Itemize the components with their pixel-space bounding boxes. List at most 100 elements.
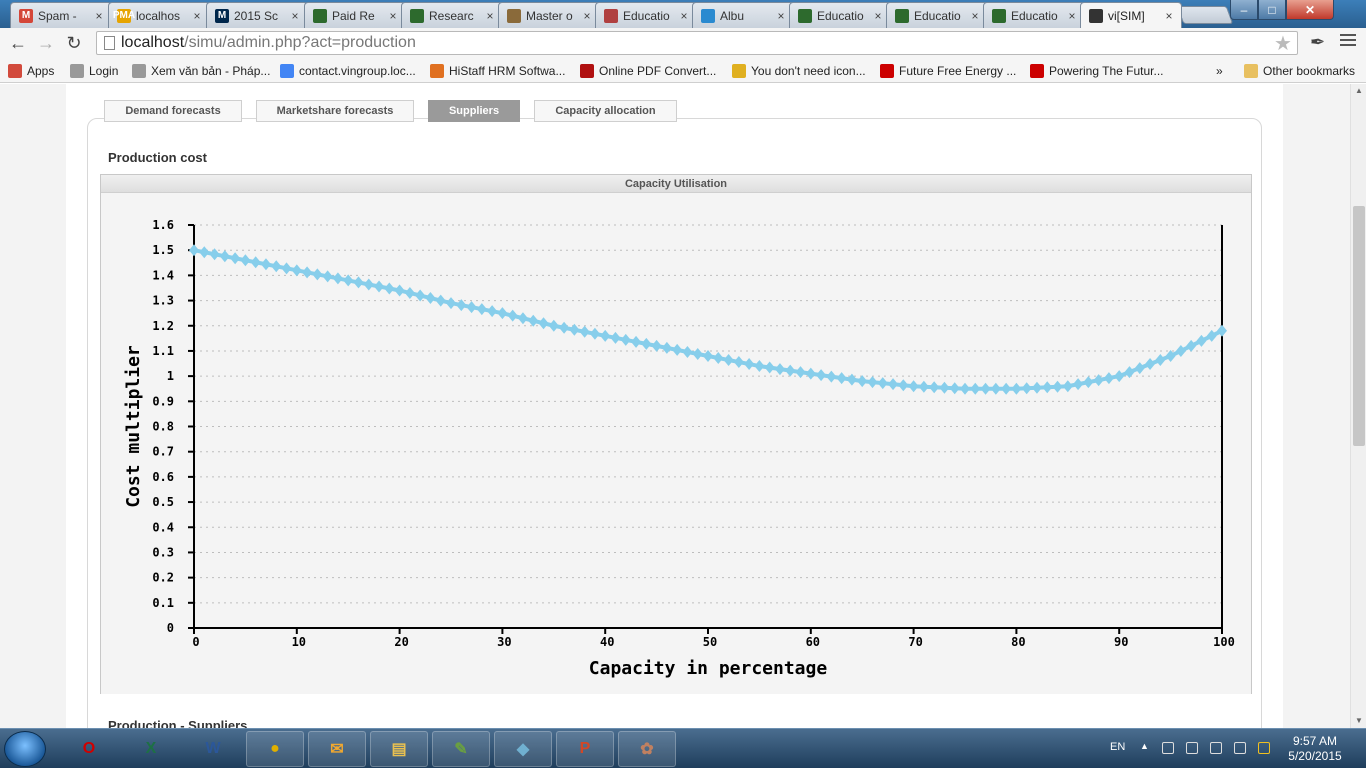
browser-tab[interactable]: Educatio × xyxy=(983,2,1085,28)
tab-close-icon[interactable]: × xyxy=(1165,8,1173,23)
tab-close-icon[interactable]: × xyxy=(1068,8,1076,23)
tab-close-icon[interactable]: × xyxy=(874,8,882,23)
browser-tab[interactable]: Master o × xyxy=(498,2,600,28)
series-marker xyxy=(898,379,909,392)
bookmark-item[interactable]: Xem văn bản - Pháp... xyxy=(132,62,270,80)
browser-tab[interactable]: Albu × xyxy=(692,2,794,28)
series-marker xyxy=(970,382,981,395)
system-clock[interactable]: 9:57 AM 5/20/2015 xyxy=(1284,734,1346,764)
show-hidden-icons-arrow-icon[interactable]: ▲ xyxy=(1140,741,1149,751)
x-tick-label: 80 xyxy=(1011,635,1025,649)
browser-tab[interactable]: M Spam - × xyxy=(10,2,112,28)
forward-arrow-icon[interactable]: → xyxy=(37,33,55,53)
tab-close-icon[interactable]: × xyxy=(971,8,979,23)
series-marker xyxy=(1103,372,1114,385)
bookmark-item[interactable]: Future Free Energy ... xyxy=(880,62,1016,80)
opera-icon[interactable]: O xyxy=(82,740,96,757)
excel-icon[interactable]: X xyxy=(145,740,157,757)
bookmark-label: HiStaff HRM Softwa... xyxy=(449,64,566,78)
capacity-utilisation-chart: 0 0.1 0.2 0.3 0.4 0.5 0.6 0.7 0.8 0.9 1 1.1 1.2 1.3 1.… xyxy=(101,194,1251,694)
eyedropper-extension-icon[interactable]: ✒ xyxy=(1310,32,1326,52)
outlook-icon[interactable]: ✉ xyxy=(308,731,366,767)
series-marker xyxy=(302,266,313,279)
check-icon xyxy=(430,64,444,78)
tab-close-icon[interactable]: × xyxy=(389,8,397,23)
michigan-icon: M xyxy=(215,8,229,23)
back-arrow-icon[interactable]: ← xyxy=(9,33,27,53)
bookmark-item[interactable]: HiStaff HRM Softwa... xyxy=(430,62,565,80)
y-tick-label: 0.1 xyxy=(152,596,174,610)
series-marker xyxy=(816,369,827,382)
close-window-button[interactable]: ✕ xyxy=(1286,0,1334,20)
chrome-icon[interactable]: ● xyxy=(246,731,304,767)
tab-close-icon[interactable]: × xyxy=(583,8,591,23)
y-tick-label: 1.4 xyxy=(152,268,174,282)
series-marker xyxy=(795,366,806,379)
windows-taskbar: O X W ● ✉ ▤ ✎ ◆ P ✿ EN ▲ 9:57 AM 5/20/2015 xyxy=(0,728,1366,768)
tab-close-icon[interactable]: × xyxy=(193,8,201,23)
tab-suppliers[interactable]: Suppliers xyxy=(428,100,520,122)
scroll-thumb[interactable] xyxy=(1353,206,1365,446)
minimize-button[interactable]: – xyxy=(1230,0,1258,20)
scroll-up-arrow-icon[interactable]: ▲ xyxy=(1355,86,1363,95)
bookmark-star-icon[interactable]: ★ xyxy=(1274,33,1292,55)
browser-tab[interactable]: Educatio × xyxy=(886,2,988,28)
tab-close-icon[interactable]: × xyxy=(680,8,688,23)
tab-close-icon[interactable]: × xyxy=(95,8,103,23)
other-bookmarks[interactable]: Other bookmarks xyxy=(1244,62,1355,80)
series-marker xyxy=(744,358,755,371)
action-center-flag-icon[interactable] xyxy=(1162,742,1174,754)
vertical-scrollbar[interactable]: ▲ ▼ xyxy=(1350,84,1366,728)
notepad-icon[interactable]: ✎ xyxy=(432,731,490,767)
language-indicator[interactable]: EN xyxy=(1110,741,1126,753)
series-marker xyxy=(589,327,600,340)
y-tick-label: 1.1 xyxy=(152,344,174,358)
data-point xyxy=(859,378,866,385)
series-marker xyxy=(1134,362,1145,375)
series-marker xyxy=(939,381,950,394)
browser-tab[interactable]: Educatio × xyxy=(789,2,891,28)
word-icon[interactable]: W xyxy=(205,740,221,757)
paint-icon[interactable]: ◆ xyxy=(494,731,552,767)
tab-capacity-allocation[interactable]: Capacity allocation xyxy=(534,100,677,122)
tab-close-icon[interactable]: × xyxy=(777,8,785,23)
tab-close-icon[interactable]: × xyxy=(486,8,494,23)
maximize-button[interactable]: □ xyxy=(1258,0,1286,20)
tab-close-icon[interactable]: × xyxy=(291,8,299,23)
browser-tab[interactable]: vi[SIM] × xyxy=(1080,2,1182,28)
hand-icon xyxy=(732,64,746,78)
series-marker xyxy=(415,289,426,302)
tab-label: vi[SIM] xyxy=(1108,8,1145,23)
explorer-icon[interactable]: ▤ xyxy=(370,731,428,767)
browser-tab[interactable]: PMA localhos × xyxy=(108,2,210,28)
reload-icon[interactable]: ↻ xyxy=(66,33,82,53)
bookmark-item[interactable]: Online PDF Convert... xyxy=(580,62,716,80)
bookmark-item[interactable]: You don't need icon... xyxy=(732,62,866,80)
address-bar[interactable]: localhost/simu/admin.php?act=production xyxy=(96,31,1298,55)
bookmark-item[interactable]: Powering The Futur... xyxy=(1030,62,1164,80)
start-button[interactable] xyxy=(4,731,46,767)
palette-icon[interactable]: ✿ xyxy=(618,731,676,767)
bookmark-item[interactable]: contact.vingroup.loc... xyxy=(280,62,416,80)
data-point xyxy=(242,257,249,264)
other-bookmarks-label: Other bookmarks xyxy=(1263,64,1356,78)
browser-tab[interactable]: Paid Re × xyxy=(304,2,406,28)
tab-demand-forecasts[interactable]: Demand forecasts xyxy=(104,100,242,122)
tab-marketshare-forecasts[interactable]: Marketshare forecasts xyxy=(256,100,414,122)
bookmark-item[interactable]: Apps xyxy=(8,62,54,80)
chrome-menu-icon[interactable] xyxy=(1340,34,1356,48)
bookmarks-overflow-button[interactable]: » xyxy=(1216,64,1223,78)
tab-label: Researc xyxy=(429,8,474,23)
scroll-down-arrow-icon[interactable]: ▼ xyxy=(1355,716,1363,725)
bookmark-item[interactable]: Login xyxy=(70,62,118,80)
network-icon[interactable] xyxy=(1210,742,1222,754)
browser-tab[interactable]: M 2015 Sc × xyxy=(206,2,308,28)
volume-icon[interactable] xyxy=(1234,742,1246,754)
browser-tab[interactable]: Researc × xyxy=(401,2,503,28)
google-drive-icon[interactable] xyxy=(1258,742,1270,754)
new-tab-button[interactable] xyxy=(1176,6,1234,24)
device-icon[interactable] xyxy=(1186,742,1198,754)
browser-tab[interactable]: Educatio × xyxy=(595,2,697,28)
powerpoint-icon[interactable]: P xyxy=(556,731,614,767)
y-tick-label: 1 xyxy=(167,369,174,383)
